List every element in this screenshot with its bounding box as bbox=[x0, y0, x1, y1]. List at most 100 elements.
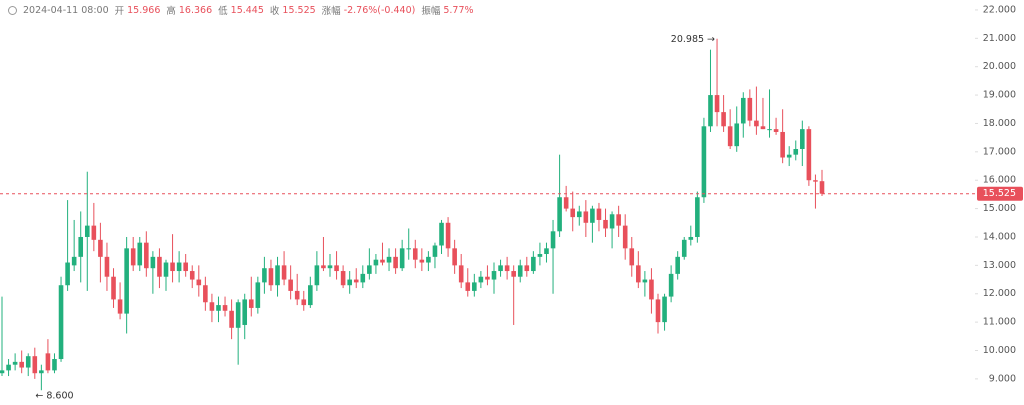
label: 振幅 bbox=[421, 6, 441, 17]
candle-body bbox=[321, 265, 326, 269]
candle-body bbox=[426, 256, 431, 263]
candle-body bbox=[98, 239, 103, 257]
candle-body bbox=[150, 256, 156, 269]
candle-body bbox=[655, 299, 661, 323]
candle-body bbox=[800, 129, 805, 150]
candle-body bbox=[144, 242, 149, 269]
info-icon[interactable] bbox=[8, 5, 17, 15]
y-tick-label: 12.000 bbox=[983, 288, 1016, 299]
candle-body bbox=[458, 265, 464, 283]
candle-body bbox=[78, 236, 84, 257]
candle-body bbox=[65, 262, 70, 286]
candle-body bbox=[767, 129, 772, 131]
candle-body bbox=[695, 197, 700, 237]
label: 收 bbox=[269, 6, 280, 17]
candle-body bbox=[248, 299, 254, 308]
candle-body bbox=[629, 248, 635, 266]
candle-body bbox=[308, 285, 313, 306]
candle-body bbox=[294, 290, 300, 300]
candle-body bbox=[242, 299, 248, 325]
y-tick-label: 15.000 bbox=[983, 203, 1016, 214]
value: 15.525 bbox=[282, 4, 316, 16]
candle-body bbox=[52, 359, 57, 371]
candle-body bbox=[727, 126, 733, 147]
candle-body bbox=[583, 211, 589, 223]
candle-body bbox=[314, 265, 320, 286]
candle-body bbox=[616, 214, 621, 226]
candle-body bbox=[84, 225, 90, 237]
candle-body bbox=[124, 248, 129, 314]
candle-body bbox=[806, 129, 812, 181]
value: 16.366 bbox=[178, 4, 213, 16]
candle-body bbox=[439, 222, 444, 246]
candle-body bbox=[681, 239, 687, 257]
candle-body bbox=[603, 219, 608, 229]
candle-body bbox=[636, 265, 641, 283]
candle-body bbox=[668, 273, 674, 297]
candle-body bbox=[399, 248, 405, 269]
candle-body bbox=[590, 208, 595, 223]
candle-body bbox=[793, 149, 799, 155]
label: 涨幅 bbox=[321, 6, 341, 17]
candle-body bbox=[754, 120, 759, 127]
candle-body bbox=[45, 353, 51, 371]
last-price-box bbox=[977, 186, 1023, 201]
candle-body bbox=[412, 248, 418, 260]
candle-body bbox=[380, 259, 385, 263]
datetime: 2024-04-11 08:00 bbox=[23, 4, 109, 16]
candle-body bbox=[268, 268, 274, 286]
candle-body bbox=[649, 279, 654, 300]
label: 开 bbox=[114, 6, 125, 17]
candle-body bbox=[209, 302, 215, 311]
candle-body bbox=[465, 282, 471, 291]
y-tick-label: 13.000 bbox=[983, 260, 1016, 271]
candle-body bbox=[504, 265, 510, 272]
value: 5.77% bbox=[443, 4, 474, 16]
candle-body bbox=[819, 181, 825, 194]
candle-body bbox=[340, 271, 346, 286]
candle-body bbox=[596, 208, 602, 220]
candle-body bbox=[353, 279, 359, 283]
candle-body bbox=[367, 265, 372, 274]
y-tick-label: 10.000 bbox=[983, 345, 1016, 356]
candle-body bbox=[137, 242, 143, 266]
y-tick-label: 11.000 bbox=[983, 317, 1016, 328]
label: 低 bbox=[218, 6, 228, 17]
candle-body bbox=[12, 361, 18, 365]
candle-body bbox=[386, 256, 392, 263]
candle-body bbox=[432, 245, 438, 257]
candle-body bbox=[642, 279, 648, 283]
ohlc-header: 2024-04-11 08:00 开 15.966 高 16.366 低 15.445… bbox=[8, 2, 480, 18]
candle-body bbox=[235, 302, 241, 328]
candle-body bbox=[32, 356, 38, 374]
label: 高 bbox=[166, 6, 176, 17]
last-price-label: 15.525 bbox=[983, 188, 1016, 199]
candle-body bbox=[288, 279, 293, 291]
candle-body bbox=[576, 211, 582, 218]
candle-body bbox=[189, 271, 195, 280]
y-tick-label: 9.000 bbox=[989, 373, 1016, 384]
candle-body bbox=[91, 225, 97, 240]
candle-body bbox=[675, 256, 680, 274]
candle-body bbox=[734, 123, 740, 147]
candle-body bbox=[373, 259, 379, 266]
candle-body bbox=[111, 276, 116, 300]
candle-body bbox=[71, 256, 77, 266]
value: 15.966 bbox=[127, 4, 161, 16]
candle-body bbox=[622, 225, 628, 249]
candle-body bbox=[550, 231, 556, 249]
candle-body bbox=[708, 95, 713, 127]
candle-body bbox=[196, 279, 202, 286]
candle-body bbox=[688, 236, 694, 240]
candle-body bbox=[301, 299, 307, 306]
candle-body bbox=[216, 305, 221, 311]
candle-body bbox=[104, 256, 110, 277]
candle-body bbox=[557, 197, 562, 232]
candle-body bbox=[747, 97, 753, 121]
value: 15.445 bbox=[230, 4, 264, 16]
y-tick-label: 14.000 bbox=[983, 231, 1016, 242]
candle-body bbox=[544, 248, 549, 255]
candle-body bbox=[740, 97, 746, 124]
candle-body bbox=[524, 265, 530, 272]
